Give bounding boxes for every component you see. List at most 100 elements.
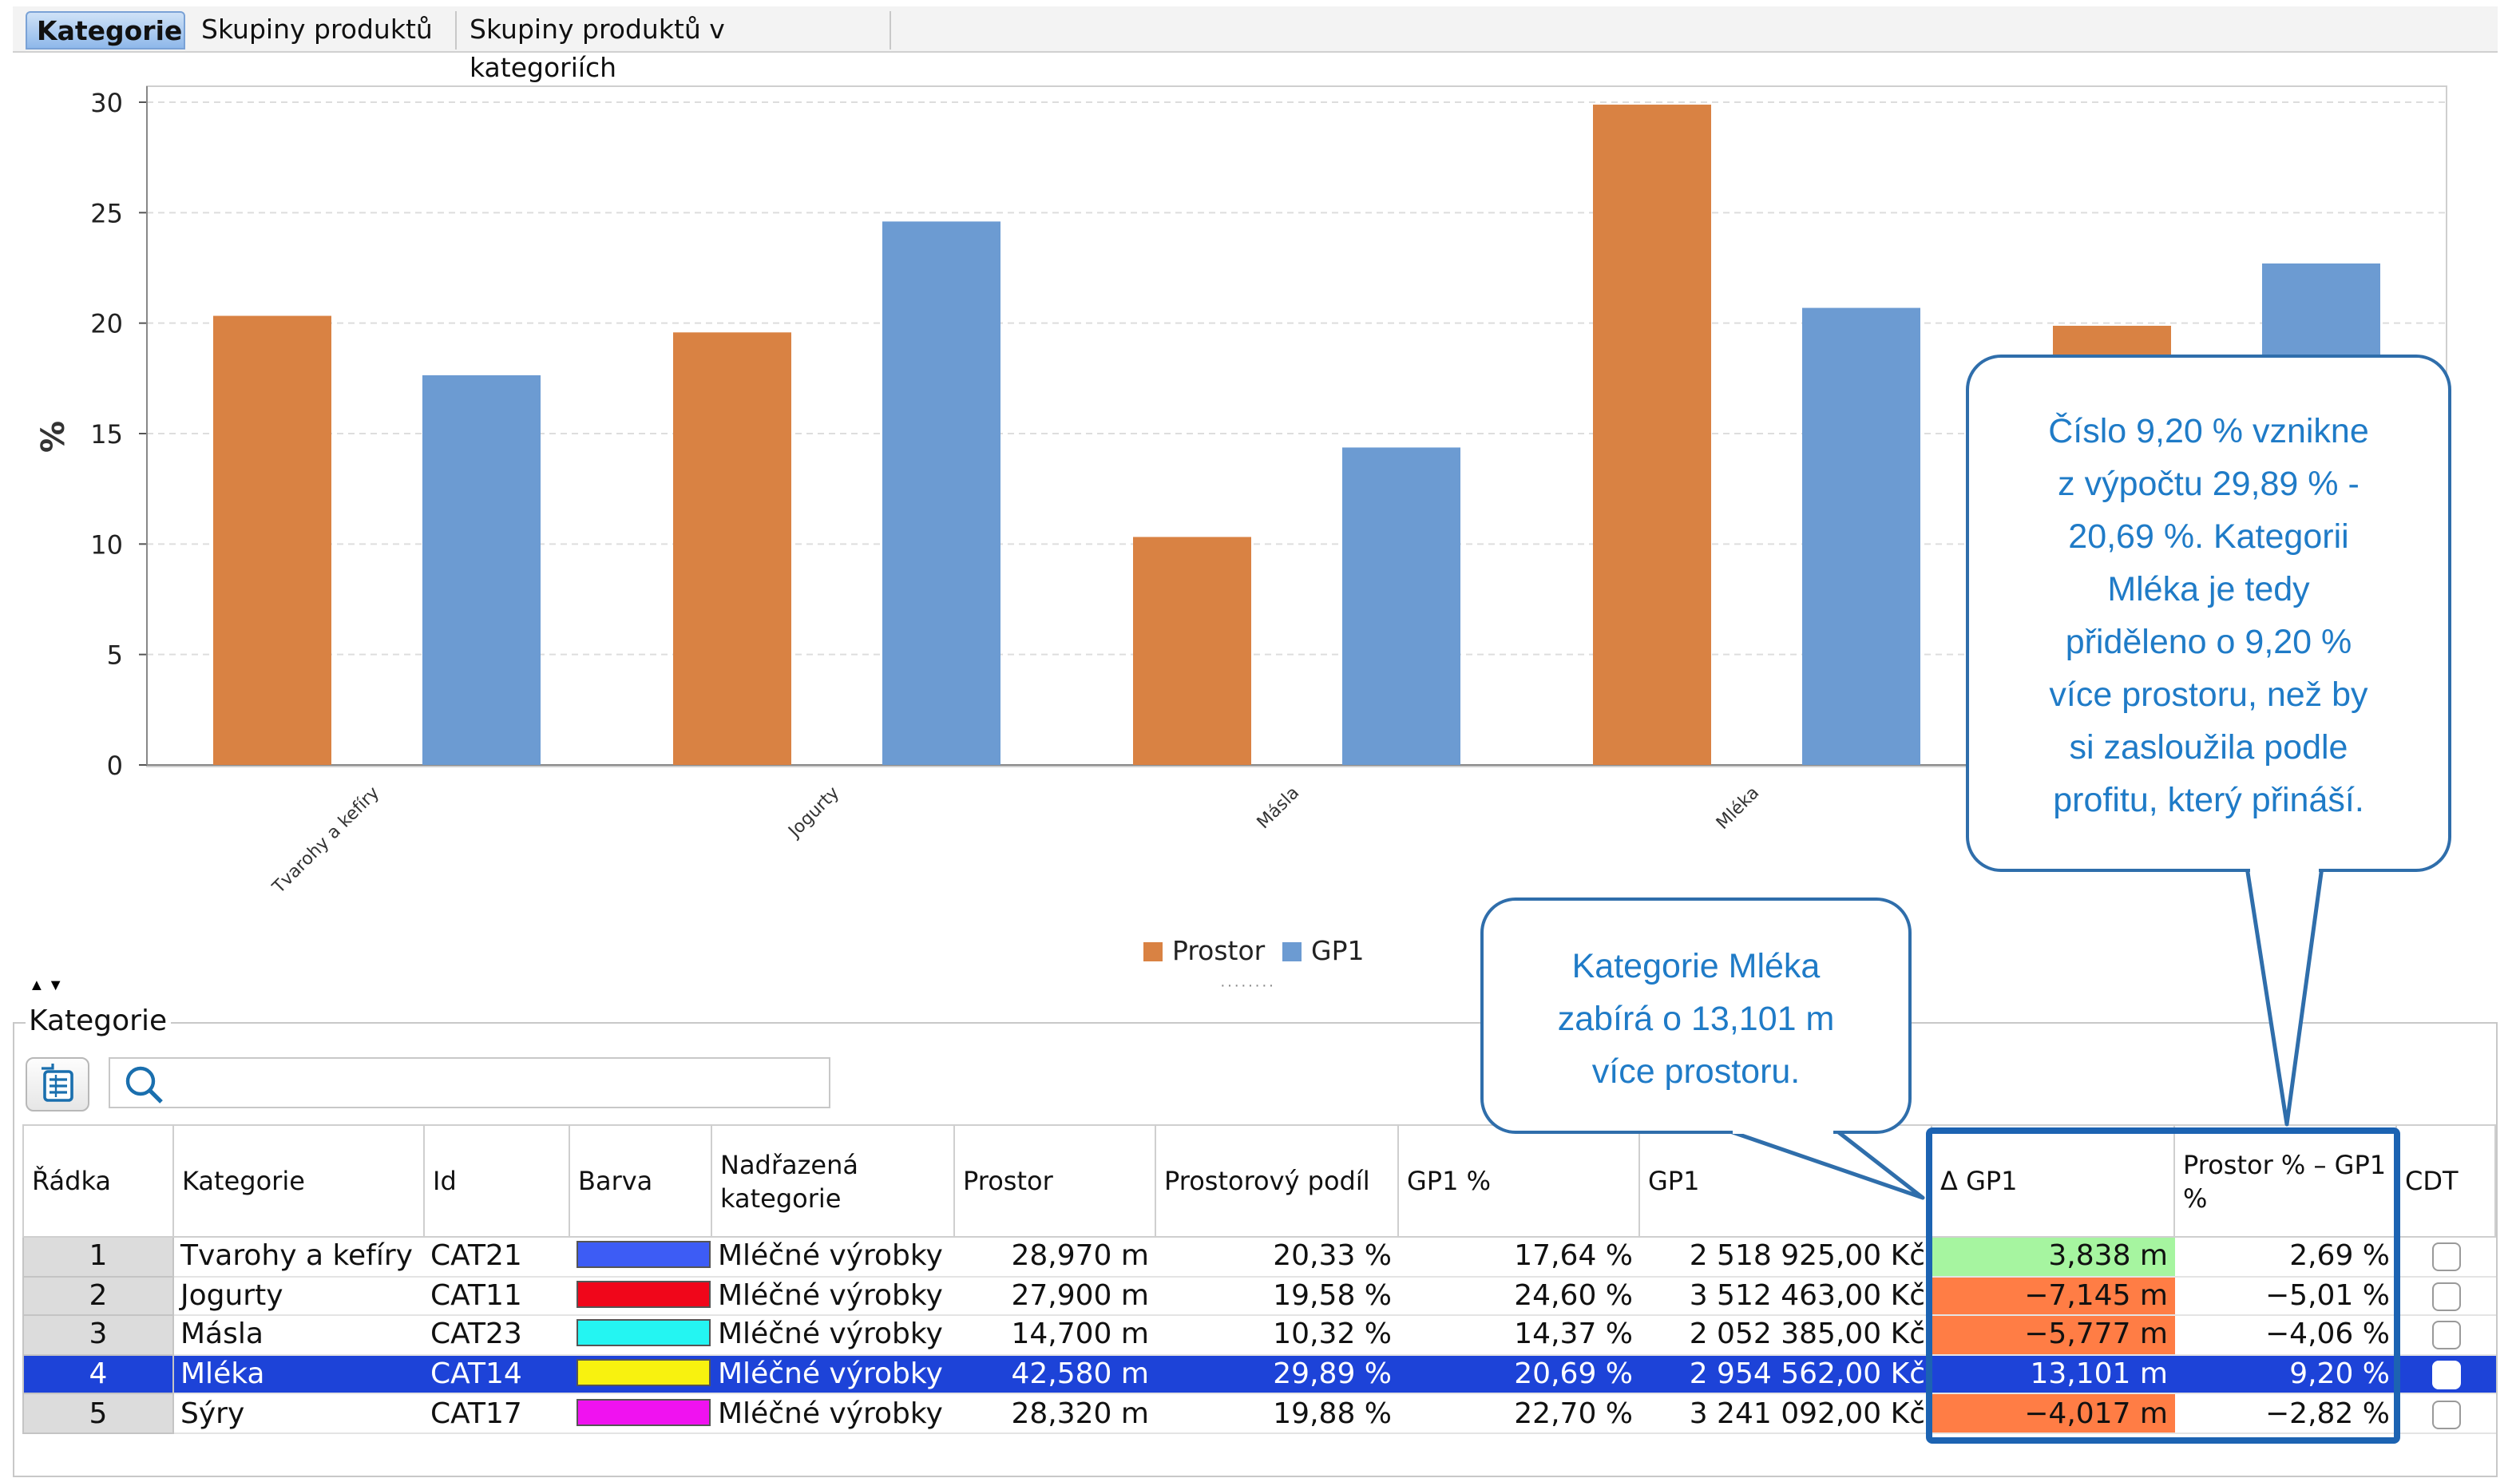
cdt-checkbox[interactable] bbox=[2431, 1321, 2460, 1350]
cell-barva[interactable] bbox=[569, 1276, 711, 1317]
column-header-kategorie[interactable]: Kategorie bbox=[172, 1124, 425, 1238]
cell-kategorie[interactable]: Sýry bbox=[173, 1393, 424, 1434]
cell-diff[interactable]: −4,06 % bbox=[2174, 1315, 2396, 1356]
cell-prostor[interactable]: 42,580 m bbox=[954, 1354, 1155, 1395]
bar-gp1-3 bbox=[1802, 307, 1920, 765]
cell-prostorovy-podil[interactable]: 29,89 % bbox=[1155, 1354, 1398, 1395]
cell-prostor[interactable]: 28,970 m bbox=[954, 1237, 1155, 1278]
cell-barva[interactable] bbox=[569, 1393, 711, 1434]
cell-id[interactable]: CAT11 bbox=[424, 1276, 569, 1317]
x-category-label: Tvarohy a kefíry bbox=[268, 783, 383, 898]
cell-diff[interactable]: 9,20 % bbox=[2174, 1354, 2396, 1395]
cell-nadrazena[interactable]: Mléčné výrobky bbox=[711, 1237, 954, 1278]
cdt-checkbox[interactable] bbox=[2431, 1282, 2460, 1311]
cell-gp1[interactable]: 2 518 925,00 Kč bbox=[1639, 1237, 1932, 1278]
row-number[interactable]: 1 bbox=[22, 1236, 174, 1278]
color-swatch bbox=[576, 1319, 710, 1347]
cdt-checkbox[interactable] bbox=[2431, 1242, 2460, 1272]
cell-prostor[interactable]: 14,700 m bbox=[954, 1315, 1155, 1356]
cell-delta-gp1[interactable]: −4,017 m bbox=[1932, 1393, 2174, 1434]
cell-cdt[interactable] bbox=[2396, 1315, 2495, 1356]
tab-skupiny-produktu[interactable]: Skupiny produktů bbox=[192, 11, 457, 50]
cell-gp1[interactable]: 3 512 463,00 Kč bbox=[1639, 1276, 1932, 1317]
cell-gp1-percent[interactable]: 22,70 % bbox=[1398, 1393, 1639, 1434]
column-header-barva[interactable]: Barva bbox=[569, 1124, 712, 1238]
column-header-id[interactable]: Id bbox=[423, 1124, 570, 1238]
cell-prostorovy-podil[interactable]: 19,58 % bbox=[1155, 1276, 1398, 1317]
cell-cdt[interactable] bbox=[2396, 1393, 2495, 1434]
cell-cdt[interactable] bbox=[2396, 1276, 2495, 1317]
column-header-radka[interactable]: Řádka bbox=[22, 1124, 174, 1238]
row-number[interactable]: 3 bbox=[22, 1314, 174, 1356]
cell-kategorie[interactable]: Mléka bbox=[173, 1354, 424, 1395]
cell-prostorovy-podil[interactable]: 19,88 % bbox=[1155, 1393, 1398, 1434]
cell-delta-gp1[interactable]: −7,145 m bbox=[1932, 1276, 2174, 1317]
y-axis-label: % bbox=[35, 421, 72, 453]
cell-diff[interactable]: 2,69 % bbox=[2174, 1237, 2396, 1278]
cell-cdt[interactable] bbox=[2396, 1354, 2495, 1395]
cell-nadrazena[interactable]: Mléčné výrobky bbox=[711, 1354, 954, 1395]
search-field[interactable] bbox=[109, 1057, 830, 1108]
column-header-diff[interactable]: Prostor % – GP1 % bbox=[2173, 1124, 2397, 1238]
cell-id[interactable]: CAT17 bbox=[424, 1393, 569, 1434]
cdt-checkbox[interactable] bbox=[2431, 1400, 2460, 1429]
bar-prostor-2 bbox=[1133, 537, 1251, 765]
cell-gp1-percent[interactable]: 20,69 % bbox=[1398, 1354, 1639, 1395]
row-number[interactable]: 2 bbox=[22, 1275, 174, 1317]
cell-delta-gp1[interactable]: −5,777 m bbox=[1932, 1315, 2174, 1356]
table-row[interactable]: 5 Sýry CAT17 Mléčné výrobky 28,320 m 19,88 % 2… bbox=[22, 1393, 2495, 1434]
table-row[interactable]: 1 Tvarohy a kefíry CAT21 Mléčné výrobky 28,9… bbox=[22, 1236, 2495, 1278]
cell-delta-gp1[interactable]: 3,838 m bbox=[1932, 1237, 2174, 1278]
cell-id[interactable]: CAT21 bbox=[424, 1237, 569, 1278]
column-header-gp1-percent[interactable]: GP1 % bbox=[1397, 1124, 1640, 1238]
cell-gp1-percent[interactable]: 17,64 % bbox=[1398, 1237, 1639, 1278]
cell-kategorie[interactable]: Tvarohy a kefíry bbox=[173, 1237, 424, 1278]
callout-line: přiděleno o 9,20 % bbox=[2065, 623, 2352, 661]
cell-prostorovy-podil[interactable]: 20,33 % bbox=[1155, 1237, 1398, 1278]
cdt-checkbox[interactable] bbox=[2431, 1361, 2460, 1390]
table-row[interactable]: 3 Másla CAT23 Mléčné výrobky 14,700 m 10,32 %… bbox=[22, 1314, 2495, 1356]
column-header-cdt[interactable]: CDT bbox=[2395, 1124, 2496, 1238]
cell-nadrazena[interactable]: Mléčné výrobky bbox=[711, 1276, 954, 1317]
cell-cdt[interactable] bbox=[2396, 1237, 2495, 1278]
cell-kategorie[interactable]: Másla bbox=[173, 1315, 424, 1356]
cell-gp1-percent[interactable]: 24,60 % bbox=[1398, 1276, 1639, 1317]
cell-barva[interactable] bbox=[569, 1315, 711, 1356]
cell-diff[interactable]: −5,01 % bbox=[2174, 1276, 2396, 1317]
export-table-button[interactable] bbox=[26, 1057, 89, 1112]
splitter-handle-icon[interactable]: ········ bbox=[1220, 977, 1276, 995]
cell-diff[interactable]: −2,82 % bbox=[2174, 1393, 2396, 1434]
splitter-arrows-icon[interactable]: ▲▼ bbox=[29, 977, 67, 995]
tab-skupiny-v-kategoriich[interactable]: Skupiny produktů v kategoriích bbox=[460, 11, 891, 83]
cell-prostor[interactable]: 28,320 m bbox=[954, 1393, 1155, 1434]
cell-id[interactable]: CAT23 bbox=[424, 1315, 569, 1356]
row-number[interactable]: 5 bbox=[22, 1393, 174, 1434]
x-category-label: Mléka bbox=[1713, 783, 1763, 834]
column-header-nadrazena[interactable]: Nadřazená kategorie bbox=[711, 1124, 955, 1238]
column-header-prostor[interactable]: Prostor bbox=[953, 1124, 1156, 1238]
cell-gp1[interactable]: 3 241 092,00 Kč bbox=[1639, 1393, 1932, 1434]
cell-barva[interactable] bbox=[569, 1237, 711, 1278]
cell-barva[interactable] bbox=[569, 1354, 711, 1395]
column-header-delta-gp1[interactable]: Δ GP1 bbox=[1931, 1124, 2175, 1238]
tab-kategorie[interactable]: Kategorie bbox=[26, 11, 185, 50]
y-tick-label: 15 bbox=[90, 419, 123, 450]
legend-swatch-gp1 bbox=[1282, 942, 1302, 961]
cell-gp1-percent[interactable]: 14,37 % bbox=[1398, 1315, 1639, 1356]
row-number[interactable]: 4 bbox=[22, 1353, 174, 1395]
cell-nadrazena[interactable]: Mléčné výrobky bbox=[711, 1315, 954, 1356]
column-header-prostorovy-podil[interactable]: Prostorový podíl bbox=[1155, 1124, 1399, 1238]
table-row[interactable]: 2 Jogurty CAT11 Mléčné výrobky 27,900 m 19,58… bbox=[22, 1275, 2495, 1317]
cell-id[interactable]: CAT14 bbox=[424, 1354, 569, 1395]
cell-prostor[interactable]: 27,900 m bbox=[954, 1276, 1155, 1317]
kategorie-panel bbox=[13, 1022, 2498, 1477]
cell-delta-gp1[interactable]: 13,101 m bbox=[1932, 1354, 2174, 1395]
column-header-gp1[interactable]: GP1 bbox=[1638, 1124, 1932, 1238]
cell-prostorovy-podil[interactable]: 10,32 % bbox=[1155, 1315, 1398, 1356]
cell-gp1[interactable]: 2 052 385,00 Kč bbox=[1639, 1315, 1932, 1356]
table-row[interactable]: 4 Mléka CAT14 Mléčné výrobky 42,580 m 29,89 %… bbox=[22, 1353, 2495, 1395]
cell-gp1[interactable]: 2 954 562,00 Kč bbox=[1639, 1354, 1932, 1395]
cell-kategorie[interactable]: Jogurty bbox=[173, 1276, 424, 1317]
callout-line: Mléka je tedy bbox=[2107, 570, 2310, 608]
cell-nadrazena[interactable]: Mléčné výrobky bbox=[711, 1393, 954, 1434]
